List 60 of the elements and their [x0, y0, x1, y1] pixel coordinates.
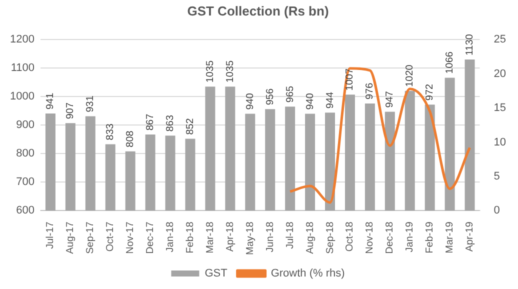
- x-tick-label: Sep-18: [324, 221, 336, 254]
- data-label: 972: [424, 83, 436, 101]
- y-tick-label: 700: [16, 176, 34, 188]
- x-tick-label: Jan-19: [404, 221, 416, 252]
- data-label: 808: [125, 130, 136, 148]
- chart-title: GST Collection (Rs bn): [187, 3, 329, 18]
- x-tick-label: Dec-18: [384, 221, 396, 254]
- data-label: 944: [324, 91, 336, 109]
- data-label: 940: [244, 92, 256, 110]
- y2-tick-label: 25: [494, 34, 506, 46]
- y2-tick-label: 0: [494, 204, 500, 217]
- x-tick-label: Nov-18: [364, 221, 376, 254]
- data-label: 1066: [444, 51, 456, 74]
- data-label: 1130: [464, 34, 476, 56]
- x-tick-label: Jun-18: [264, 221, 276, 252]
- data-label: 941: [45, 92, 56, 110]
- y2-tick-label: 20: [494, 68, 506, 80]
- x-tick-label: Aug-17: [65, 221, 76, 254]
- y2-tick-label: 15: [494, 102, 506, 114]
- y2-tick-label: 10: [494, 136, 506, 148]
- data-label: 852: [184, 118, 196, 135]
- x-tick-label: Apr-19: [464, 221, 476, 252]
- x-tick-label: May-18: [244, 221, 256, 256]
- x-tick-label: Jul-17: [45, 221, 56, 249]
- x-tick-label: Apr-18: [224, 221, 236, 252]
- data-label: 947: [384, 90, 396, 108]
- x-tick-label: Mar-18: [204, 221, 216, 254]
- data-label: 965: [284, 85, 296, 103]
- data-label: 1020: [404, 64, 416, 87]
- data-label: 1035: [204, 60, 216, 83]
- data-label: 976: [364, 82, 376, 100]
- x-tick-label: Nov-17: [125, 221, 136, 254]
- data-label: 956: [264, 88, 276, 106]
- x-tick-label: Feb-18: [184, 221, 196, 254]
- x-tick-label: Mar-19: [444, 221, 456, 254]
- data-label: 867: [145, 113, 156, 131]
- y-tick-label: 600: [16, 204, 34, 217]
- data-label: 907: [65, 102, 76, 120]
- data-label: 931: [85, 95, 96, 112]
- data-label: 833: [105, 123, 116, 140]
- x-tick-label: Dec-17: [145, 221, 156, 254]
- x-tick-label: Jul-18: [284, 221, 296, 249]
- x-tick-label: Oct-18: [344, 221, 356, 252]
- x-tick-label: Feb-19: [424, 221, 436, 254]
- x-tick-label: Aug-18: [304, 221, 316, 254]
- x-tick-label: Sep-17: [85, 221, 96, 254]
- data-label: 1007: [344, 68, 356, 91]
- data-label: 863: [165, 114, 176, 132]
- y-tick-label: 1200: [10, 34, 34, 46]
- legend-label: Growth (% rhs): [270, 268, 345, 280]
- legend-label: GST: [204, 268, 228, 280]
- data-label: 1035: [224, 60, 236, 83]
- data-label: 940: [304, 92, 316, 110]
- y-tick-label: 1000: [10, 90, 34, 103]
- y2-tick-label: 5: [494, 170, 500, 182]
- y-tick-label: 900: [16, 119, 34, 132]
- x-tick-label: Jan-18: [165, 221, 176, 252]
- y-tick-label: 1100: [10, 62, 34, 74]
- x-tick-label: Oct-17: [105, 221, 116, 252]
- y-tick-label: 800: [16, 148, 34, 160]
